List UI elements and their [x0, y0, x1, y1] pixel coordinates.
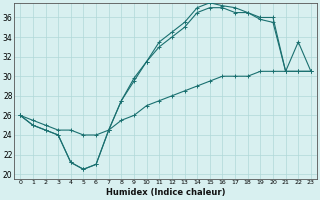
- X-axis label: Humidex (Indice chaleur): Humidex (Indice chaleur): [106, 188, 225, 197]
